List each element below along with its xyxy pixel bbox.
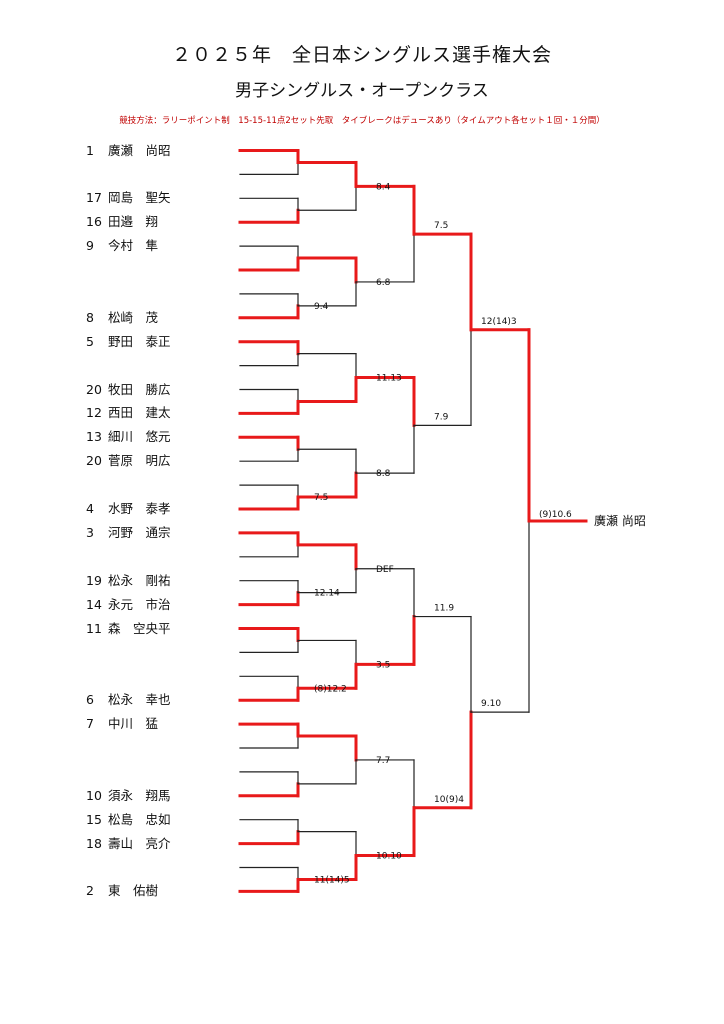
player-entry: 20 牧田 勝広: [86, 382, 171, 398]
player-name: 野田 泰正: [108, 333, 171, 349]
player-seed: 12: [86, 405, 102, 421]
player-name: 廣瀬 尚昭: [108, 142, 171, 158]
round4-score: 10(9)4: [434, 795, 464, 805]
round2-score: (8)12.2: [314, 684, 347, 694]
player-seed: 17: [86, 190, 102, 206]
player-entry: 16 田邉 翔: [86, 214, 158, 230]
player-seed: 20: [86, 381, 102, 397]
rules-text: 競技方法：ラリーポイント制 15-15-11点2セット先取 タイブレークはデュー…: [119, 116, 605, 126]
player-entry: 6 松永 幸也: [86, 692, 171, 708]
player-name: 須永 翔馬: [108, 787, 171, 803]
player-seed: 8: [86, 309, 94, 325]
semi-score: 9.10: [481, 699, 501, 709]
round2-score: 12.14: [314, 589, 340, 599]
final-score: (9)10.6: [539, 510, 572, 520]
round3-score: 10.10: [376, 852, 402, 862]
player-name: 細川 悠元: [108, 429, 171, 445]
player-entry: 15 松島 忠如: [86, 812, 171, 828]
player-seed: 14: [86, 596, 102, 612]
player-name: 中川 猛: [108, 716, 159, 732]
round4-score: 11.9: [434, 604, 454, 614]
player-seed: 19: [86, 572, 102, 588]
round4-score: 7.5: [434, 221, 448, 231]
round2-score: 9.4: [314, 302, 329, 312]
player-seed: 20: [86, 453, 102, 469]
champion-name: 廣瀬 尚昭: [594, 514, 646, 528]
player-seed: 3: [86, 524, 94, 540]
player-name: 西田 建太: [108, 405, 171, 421]
player-entry: 9 今村 隼: [86, 238, 158, 254]
player-seed: 18: [86, 835, 102, 851]
player-seed: 7: [86, 716, 94, 732]
player-entry: 5 野田 泰正: [86, 334, 171, 350]
player-seed: 4: [86, 501, 94, 516]
player-seed: 6: [86, 692, 94, 708]
player-seed: 11: [86, 620, 102, 636]
round4-score: 7.9: [434, 412, 449, 422]
page-title: ２０２５年 全日本シングルス選手権大会: [171, 44, 552, 66]
player-name: 東 佑樹: [108, 883, 159, 899]
round2-score: 7.5: [314, 493, 328, 503]
player-entry: 18 壽山 亮介: [86, 836, 171, 852]
player-name: 壽山 亮介: [108, 835, 171, 851]
player-entry: 20 菅原 明広: [86, 453, 171, 469]
player-seed: 1: [86, 142, 94, 158]
round3-score: 7.7: [376, 756, 390, 766]
player-entry: 12 西田 建太: [86, 405, 171, 421]
player-entry: 13 細川 悠元: [86, 429, 171, 445]
round3-score: 8.4: [376, 182, 391, 192]
round3-score: 8.8: [376, 469, 391, 479]
page-subtitle: 男子シングルス・オープンクラス: [235, 81, 489, 101]
player-seed: 5: [86, 333, 94, 349]
player-entry: 3 河野 通宗: [86, 525, 171, 541]
player-name: 松崎 茂: [108, 309, 159, 325]
player-name: 永元 市治: [108, 596, 171, 612]
player-name: 岡島 聖矢: [108, 190, 171, 206]
player-entry: 10 須永 翔馬: [86, 788, 171, 804]
round3-score: 6.8: [376, 278, 391, 288]
player-entry: 7 中川 猛: [86, 716, 158, 732]
player-name: 松永 剛祐: [108, 572, 171, 588]
player-name: 松島 忠如: [108, 811, 171, 827]
player-seed: 16: [86, 214, 102, 230]
round2-score: 11(14)5: [314, 875, 350, 885]
player-name: 河野 通宗: [108, 524, 171, 540]
player-seed: 2: [86, 883, 94, 899]
player-entry: 1 廣瀬 尚昭: [86, 143, 171, 159]
player-seed: 10: [86, 787, 102, 803]
round3-score: 3.5: [376, 660, 390, 670]
player-name: 松永 幸也: [108, 692, 171, 708]
round3-score: 11.13: [376, 374, 402, 384]
semi-score: 12(14)3: [481, 317, 517, 327]
player-name: 田邉 翔: [108, 214, 159, 230]
round3-score: DEF: [376, 565, 394, 575]
player-entry: 11 森 空央平: [86, 621, 171, 637]
player-entry: 19 松永 剛祐: [86, 573, 171, 589]
player-entry: 4 水野 泰孝: [86, 501, 171, 517]
player-name: 森 空央平: [108, 620, 171, 636]
player-entry: 14 永元 市治: [86, 597, 171, 613]
player-entry: 2 東 佑樹: [86, 883, 158, 899]
player-name: 水野 泰孝: [108, 501, 171, 516]
player-seed: 9: [86, 238, 94, 254]
player-name: 今村 隼: [108, 238, 159, 254]
player-seed: 15: [86, 811, 102, 827]
player-entry: 8 松崎 茂: [86, 310, 158, 326]
player-entry: 17 岡島 聖矢: [86, 190, 171, 206]
player-seed: 13: [86, 429, 102, 445]
player-name: 菅原 明広: [108, 453, 171, 469]
player-name: 牧田 勝広: [108, 381, 171, 397]
